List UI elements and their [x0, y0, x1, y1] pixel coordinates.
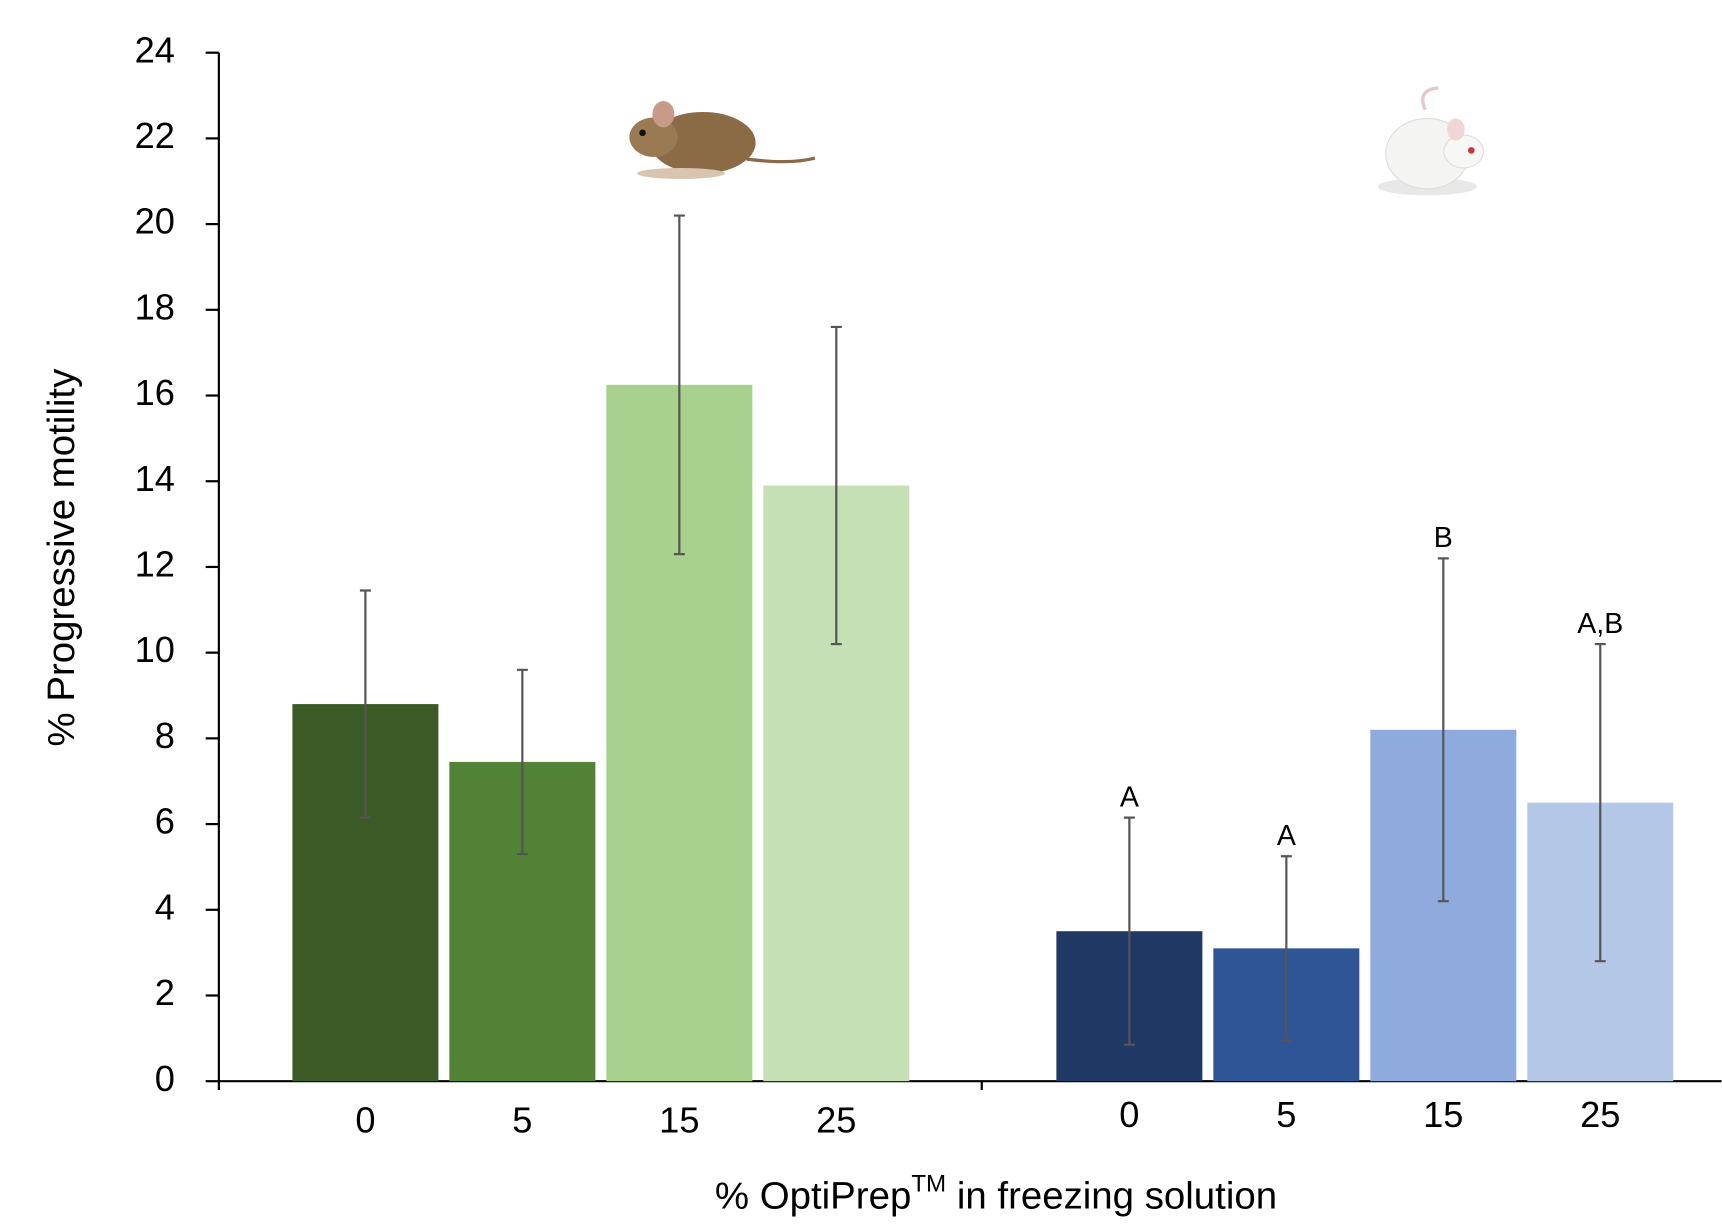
x-tick-label: 15: [659, 1099, 699, 1140]
x-tick-label: 5: [1276, 1094, 1296, 1135]
x-tick-label: 5: [512, 1099, 532, 1140]
y-tick-label: 14: [135, 458, 175, 499]
y-tick-label: 6: [155, 801, 175, 842]
x-axis-title: % OptiPrepTM in freezing solution: [715, 1171, 1277, 1218]
x-tick-label: 15: [1423, 1094, 1463, 1135]
y-tick-label: 24: [135, 29, 175, 70]
y-tick-label: 18: [135, 286, 175, 327]
significance-label: A: [1120, 782, 1139, 814]
y-tick-label: 4: [155, 886, 175, 927]
y-tick-label: 16: [135, 372, 175, 413]
y-axis-title: % Progressive motility: [40, 368, 83, 747]
y-tick-label: 0: [155, 1058, 175, 1099]
significance-label: A,B: [1577, 608, 1623, 640]
x-tick-label: 0: [1119, 1094, 1139, 1135]
chart: % Progressive motility % OptiPrepTM in f…: [0, 0, 1722, 1225]
y-tick-label: 10: [135, 629, 175, 670]
y-tick-label: 8: [155, 715, 175, 756]
y-tick-label: 2: [155, 972, 175, 1013]
x-tick-label: 0: [355, 1099, 375, 1140]
x-axis-title-sup: TM: [911, 1171, 946, 1198]
x-tick-label: 25: [1580, 1094, 1620, 1135]
y-tick-label: 22: [135, 115, 175, 156]
x-axis-title-main: % OptiPrep: [715, 1175, 911, 1218]
x-axis-title-rest: in freezing solution: [946, 1175, 1277, 1218]
significance-label: A: [1277, 820, 1296, 852]
x-tick-label: 25: [816, 1099, 856, 1140]
y-tick-label: 20: [135, 201, 175, 242]
y-tick-label: 12: [135, 544, 175, 585]
significance-label: B: [1434, 522, 1453, 554]
